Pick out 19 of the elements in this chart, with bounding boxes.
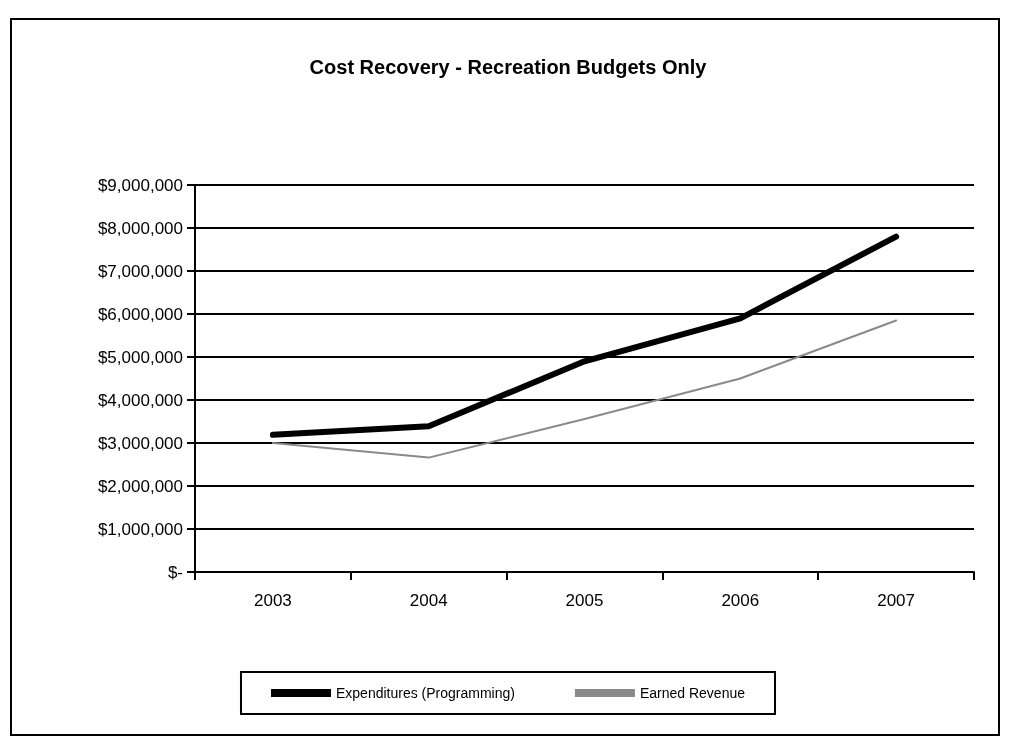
- y-tick-label: $4,000,000: [97, 390, 183, 410]
- y-tick-label: $1,000,000: [97, 519, 183, 539]
- y-tick-label: $9,000,000: [97, 175, 183, 195]
- y-tick-label: $-: [167, 562, 183, 582]
- y-tick-label: $8,000,000: [97, 218, 183, 238]
- x-tick-label: 2005: [565, 591, 604, 610]
- y-tick-label: $2,000,000: [97, 476, 183, 496]
- y-tick-label: $5,000,000: [97, 347, 183, 367]
- x-tick-label: 2003: [253, 591, 292, 610]
- y-tick-label: $6,000,000: [97, 304, 183, 324]
- x-tick-label: 2004: [409, 591, 448, 610]
- legend-label: Earned Revenue: [639, 685, 746, 701]
- legend-label: Expenditures (Programming): [335, 685, 515, 701]
- y-tick-label: $3,000,000: [97, 433, 183, 453]
- x-tick-label: 2006: [721, 591, 760, 610]
- chart-title: Cost Recovery - Recreation Budgets Only: [309, 56, 708, 78]
- x-tick-label: 2007: [877, 591, 916, 610]
- y-tick-label: $7,000,000: [97, 261, 183, 281]
- line-series: [271, 319, 898, 459]
